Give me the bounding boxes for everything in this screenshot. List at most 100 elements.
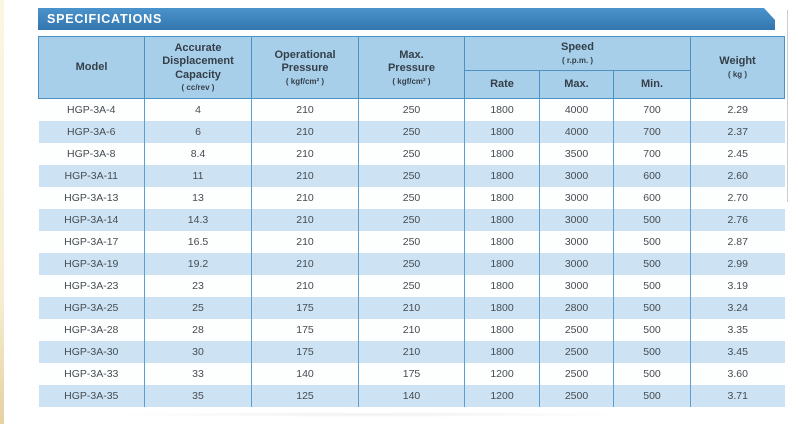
- cell-weight: 2.99: [690, 252, 785, 275]
- cell-capacity: 16.5: [144, 230, 252, 253]
- cell-operational_pressure: 210: [251, 274, 359, 297]
- cell-model: HGP-3A-28: [38, 318, 145, 341]
- cell-operational_pressure: 210: [251, 230, 359, 253]
- col-header-speed-unit: ( r.p.m. ): [561, 55, 594, 65]
- col-header-max-pressure-unit: ( kgf/cm² ): [392, 76, 431, 86]
- cell-speed_min: 600: [613, 164, 691, 187]
- col-header-max-pressure-label: Max. Pressure: [387, 48, 436, 75]
- cell-speed_rate: 1800: [464, 208, 540, 231]
- cell-speed_rate: 1800: [464, 252, 540, 275]
- cell-speed_min: 500: [613, 340, 691, 363]
- banner-title: SPECIFICATIONS: [47, 12, 163, 26]
- cell-max_pressure: 250: [358, 164, 465, 187]
- col-header-speed-max: Max.: [539, 70, 614, 99]
- cell-model: HGP-3A-35: [38, 384, 145, 407]
- cell-capacity: 33: [144, 362, 252, 385]
- page-bottom-shadow: [100, 412, 640, 417]
- table-row: HGP-3A-28 28 175 210 1800 2500 500 3.35: [38, 318, 785, 341]
- table-row: HGP-3A-4 4 210 250 1800 4000 700 2.29: [38, 98, 785, 121]
- cell-weight: 3.71: [690, 384, 785, 407]
- table-row: HGP-3A-30 30 175 210 1800 2500 500 3.45: [38, 340, 785, 363]
- cell-speed_rate: 1800: [464, 274, 540, 297]
- cell-speed_rate: 1800: [464, 230, 540, 253]
- cell-operational_pressure: 125: [251, 384, 359, 407]
- cell-max_pressure: 250: [358, 252, 465, 275]
- cell-speed_max: 3000: [539, 252, 614, 275]
- cell-weight: 2.37: [690, 120, 785, 143]
- cell-max_pressure: 250: [358, 208, 465, 231]
- cell-speed_max: 3000: [539, 274, 614, 297]
- cell-model: HGP-3A-6: [38, 120, 145, 143]
- cell-model: HGP-3A-8: [38, 142, 145, 165]
- table-row: HGP-3A-23 23 210 250 1800 3000 500 3.19: [38, 274, 785, 297]
- cell-operational_pressure: 175: [251, 318, 359, 341]
- cell-speed_rate: 1800: [464, 340, 540, 363]
- table-row: HGP-3A-13 13 210 250 1800 3000 600 2.70: [38, 186, 785, 209]
- col-header-operational-pressure-label: Operational Pressure: [274, 48, 336, 75]
- cell-operational_pressure: 175: [251, 296, 359, 319]
- cell-weight: 3.35: [690, 318, 785, 341]
- cell-weight: 2.87: [690, 230, 785, 253]
- col-header-operational-pressure: Operational Pressure ( kgf/cm² ): [251, 36, 359, 99]
- cell-speed_rate: 1200: [464, 362, 540, 385]
- cell-speed_min: 700: [613, 98, 691, 121]
- cell-capacity: 25: [144, 296, 252, 319]
- cell-speed_rate: 1800: [464, 296, 540, 319]
- cell-speed_max: 3000: [539, 164, 614, 187]
- cell-capacity: 35: [144, 384, 252, 407]
- cell-speed_min: 700: [613, 120, 691, 143]
- cell-speed_max: 2500: [539, 318, 614, 341]
- cell-model: HGP-3A-30: [38, 340, 145, 363]
- cell-max_pressure: 250: [358, 274, 465, 297]
- cell-speed_max: 2500: [539, 340, 614, 363]
- cell-speed_rate: 1800: [464, 98, 540, 121]
- cell-speed_rate: 1800: [464, 186, 540, 209]
- cell-capacity: 6: [144, 120, 252, 143]
- col-header-speed-label: Speed: [560, 41, 594, 54]
- table-header: Model Accurate Displacement Capacity ( c…: [38, 36, 785, 99]
- table-row: HGP-3A-19 19.2 210 250 1800 3000 500 2.99: [38, 252, 785, 275]
- cell-model: HGP-3A-4: [38, 98, 145, 121]
- col-header-weight: Weight ( kg ): [690, 36, 785, 99]
- cell-max_pressure: 250: [358, 186, 465, 209]
- table-row: HGP-3A-33 33 140 175 1200 2500 500 3.60: [38, 362, 785, 385]
- cell-max_pressure: 210: [358, 296, 465, 319]
- cell-capacity: 19.2: [144, 252, 252, 275]
- cell-speed_rate: 1800: [464, 142, 540, 165]
- col-header-weight-label: Weight: [719, 55, 756, 68]
- cell-weight: 2.76: [690, 208, 785, 231]
- cell-model: HGP-3A-14: [38, 208, 145, 231]
- col-header-model-label: Model: [75, 60, 108, 73]
- specifications-banner: SPECIFICATIONS: [38, 8, 775, 30]
- col-header-max-pressure: Max. Pressure ( kgf/cm² ): [358, 36, 465, 99]
- cell-speed_max: 2500: [539, 384, 614, 407]
- table-row: HGP-3A-25 25 175 210 1800 2800 500 3.24: [38, 296, 785, 319]
- cell-speed_max: 3500: [539, 142, 614, 165]
- cell-speed_max: 2800: [539, 296, 614, 319]
- cell-speed_max: 3000: [539, 230, 614, 253]
- cell-model: HGP-3A-11: [38, 164, 145, 187]
- cell-operational_pressure: 210: [251, 208, 359, 231]
- cell-model: HGP-3A-23: [38, 274, 145, 297]
- cell-capacity: 14.3: [144, 208, 252, 231]
- cell-weight: 3.24: [690, 296, 785, 319]
- page-edge-line: [787, 10, 788, 202]
- cell-operational_pressure: 140: [251, 362, 359, 385]
- cell-capacity: 13: [144, 186, 252, 209]
- cell-operational_pressure: 210: [251, 120, 359, 143]
- cell-speed_max: 4000: [539, 98, 614, 121]
- cell-max_pressure: 250: [358, 230, 465, 253]
- cell-weight: 2.60: [690, 164, 785, 187]
- cell-max_pressure: 175: [358, 362, 465, 385]
- cell-speed_max: 2500: [539, 362, 614, 385]
- cell-speed_min: 500: [613, 296, 691, 319]
- table-row: HGP-3A-8 8.4 210 250 1800 3500 700 2.45: [38, 142, 785, 165]
- cell-capacity: 4: [144, 98, 252, 121]
- table-row: HGP-3A-35 35 125 140 1200 2500 500 3.71: [38, 384, 785, 407]
- cell-speed_min: 500: [613, 362, 691, 385]
- cell-max_pressure: 210: [358, 340, 465, 363]
- cell-weight: 2.29: [690, 98, 785, 121]
- cell-speed_rate: 1800: [464, 164, 540, 187]
- cell-capacity: 11: [144, 164, 252, 187]
- cell-speed_rate: 1200: [464, 384, 540, 407]
